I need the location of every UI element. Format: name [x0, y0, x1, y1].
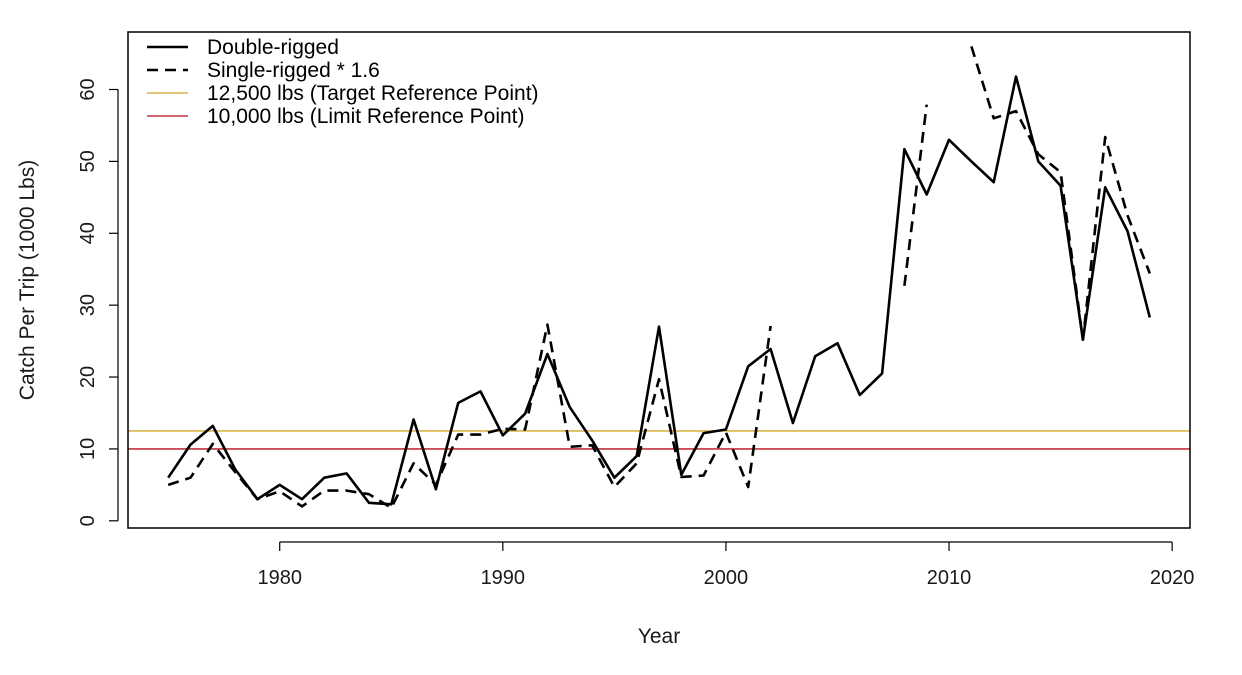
y-tick-label: 60 [77, 78, 99, 100]
legend-label: 12,500 lbs (Target Reference Point) [207, 82, 539, 105]
x-tick-label: 2000 [704, 567, 749, 589]
y-axis-title: Catch Per Trip (1000 Lbs) [16, 160, 39, 400]
x-tick-label: 2010 [927, 567, 972, 589]
reference-lines [128, 430, 1190, 450]
x-tick-label: 1990 [481, 567, 526, 589]
x-tick-label: 2020 [1150, 567, 1195, 589]
y-tick-label: 20 [77, 366, 99, 388]
legend-label: Single-rigged * 1.6 [207, 59, 380, 82]
legend-label: 10,000 lbs (Limit Reference Point) [207, 105, 525, 128]
y-axis: 0 10 20 30 40 50 60 [77, 78, 119, 526]
y-tick-label: 10 [77, 438, 99, 460]
y-tick-label: 40 [77, 222, 99, 244]
y-tick-label: 30 [77, 294, 99, 316]
series-line [167, 46, 1152, 510]
y-tick-label: 50 [77, 150, 99, 172]
legend-label: Double-rigged [207, 36, 339, 59]
plot-frame [127, 31, 1191, 529]
x-axis: 1980 1990 2000 2010 2020 [257, 541, 1195, 589]
x-tick-label: 1980 [257, 567, 302, 589]
y-tick-label: 0 [77, 515, 99, 526]
series-line [167, 75, 1152, 506]
series-lines [167, 46, 1152, 510]
x-axis-title: Year [638, 625, 680, 648]
